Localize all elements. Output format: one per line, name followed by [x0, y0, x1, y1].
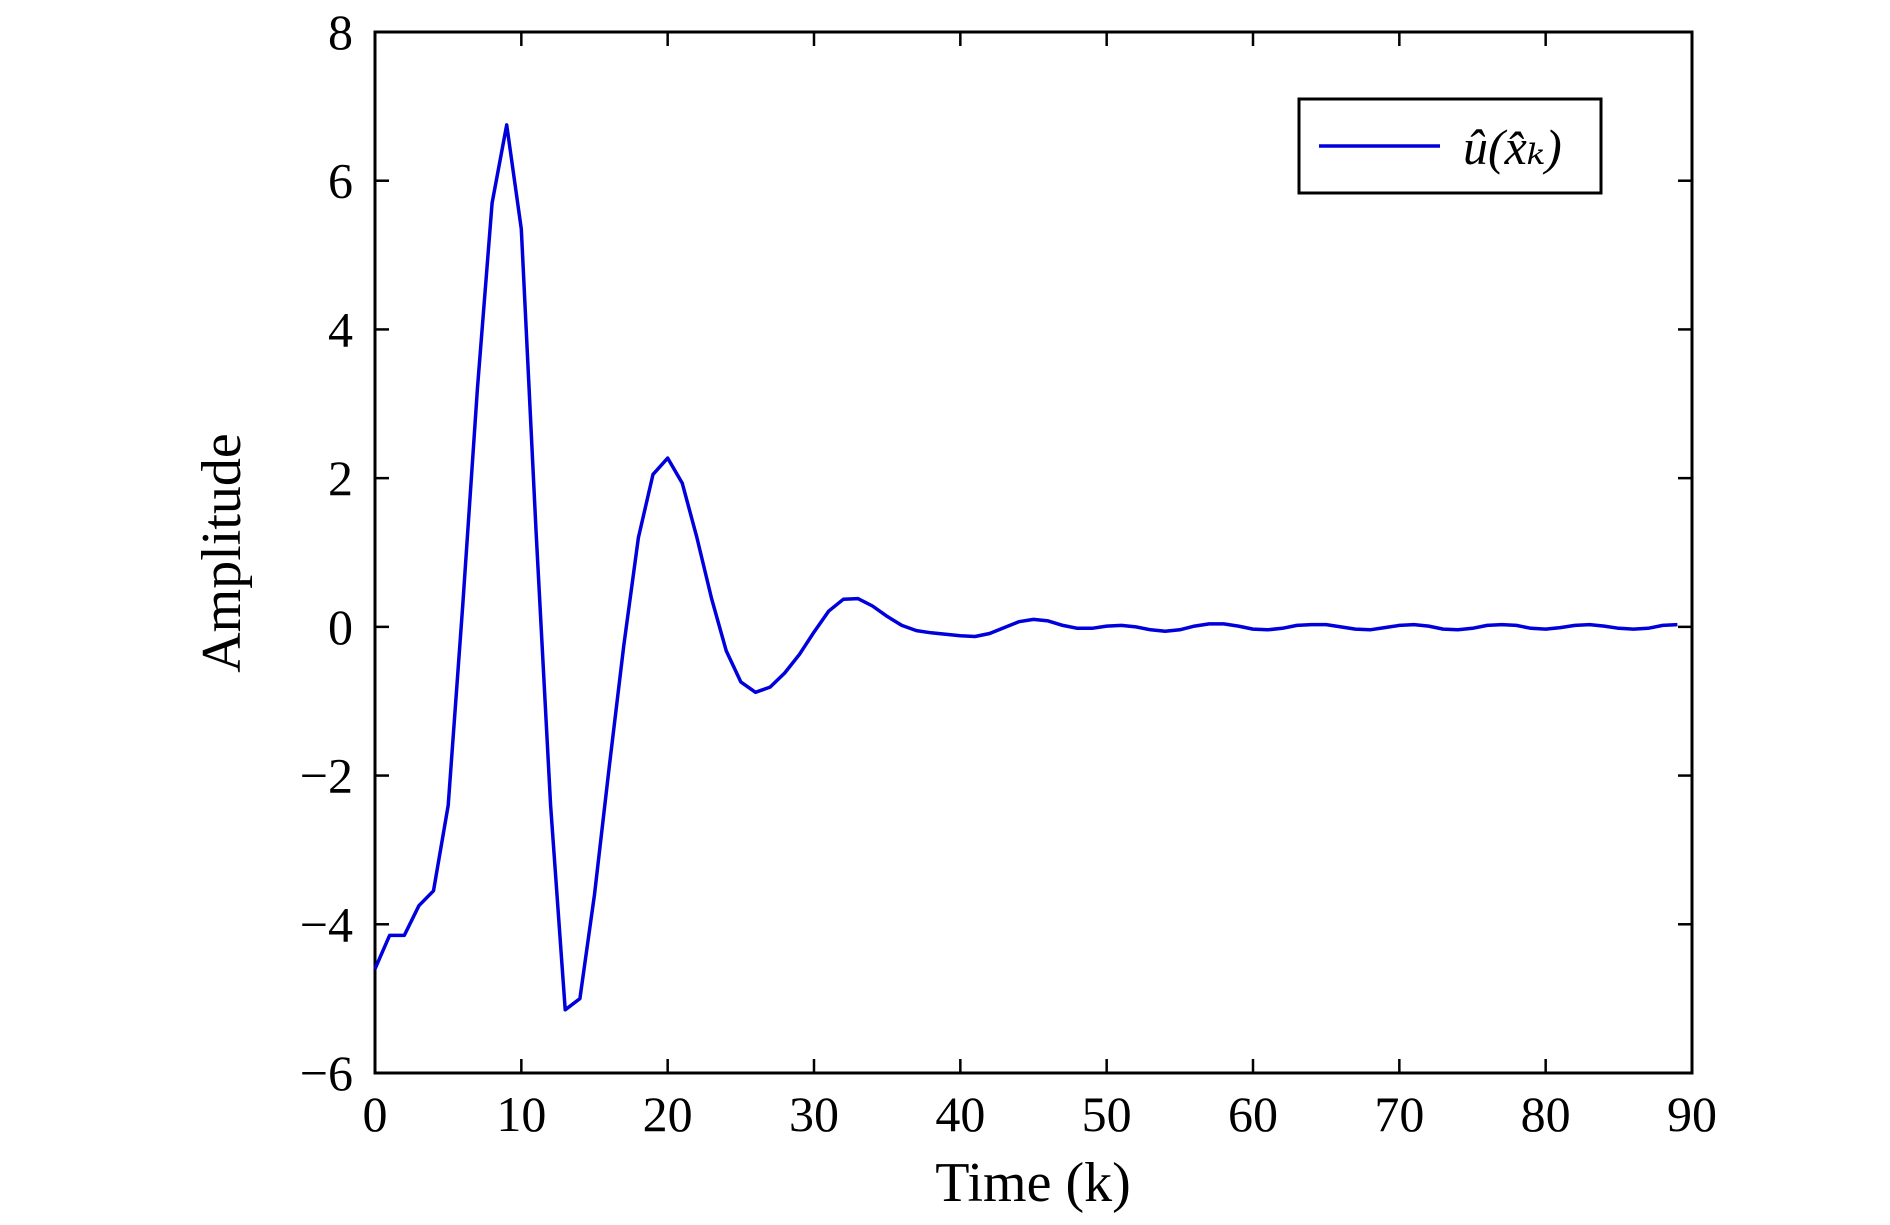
- series-line: [373, 123, 1678, 1012]
- y-tick-label: 2: [328, 450, 353, 506]
- y-tick-label: 4: [328, 301, 353, 357]
- x-tick-label: 70: [1374, 1086, 1424, 1142]
- legend: û(x̂ₖ): [1297, 97, 1603, 195]
- x-tick-label: 30: [789, 1086, 839, 1142]
- x-tick-label: 50: [1082, 1086, 1132, 1142]
- tick-labels: 0 10 20 30 40 50 60 70 80 90 −6 −4 −2 0 2 4 6 8: [300, 4, 1717, 1142]
- x-tick-label: 40: [935, 1086, 985, 1142]
- x-tick-label: 80: [1521, 1086, 1571, 1142]
- plot-frame: [373, 30, 1694, 1075]
- x-tick-label: 60: [1228, 1086, 1278, 1142]
- y-tick-label: −6: [300, 1045, 353, 1101]
- y-tick-label: −4: [300, 896, 353, 952]
- x-tick-label: 20: [643, 1086, 693, 1142]
- x-axis-title: Time (k): [935, 1152, 1131, 1214]
- legend-label: û(x̂ₖ): [1463, 119, 1562, 175]
- x-tick-label: 0: [363, 1086, 388, 1142]
- y-tick-label: −2: [300, 748, 353, 804]
- axis-ticks: [373, 30, 1694, 1075]
- y-tick-label: 8: [328, 4, 353, 60]
- y-tick-label: 6: [328, 153, 353, 209]
- y-axis-title: Amplitude: [191, 433, 253, 673]
- x-tick-label: 10: [496, 1086, 546, 1142]
- y-tick-label: 0: [328, 599, 353, 655]
- x-tick-label: 90: [1667, 1086, 1717, 1142]
